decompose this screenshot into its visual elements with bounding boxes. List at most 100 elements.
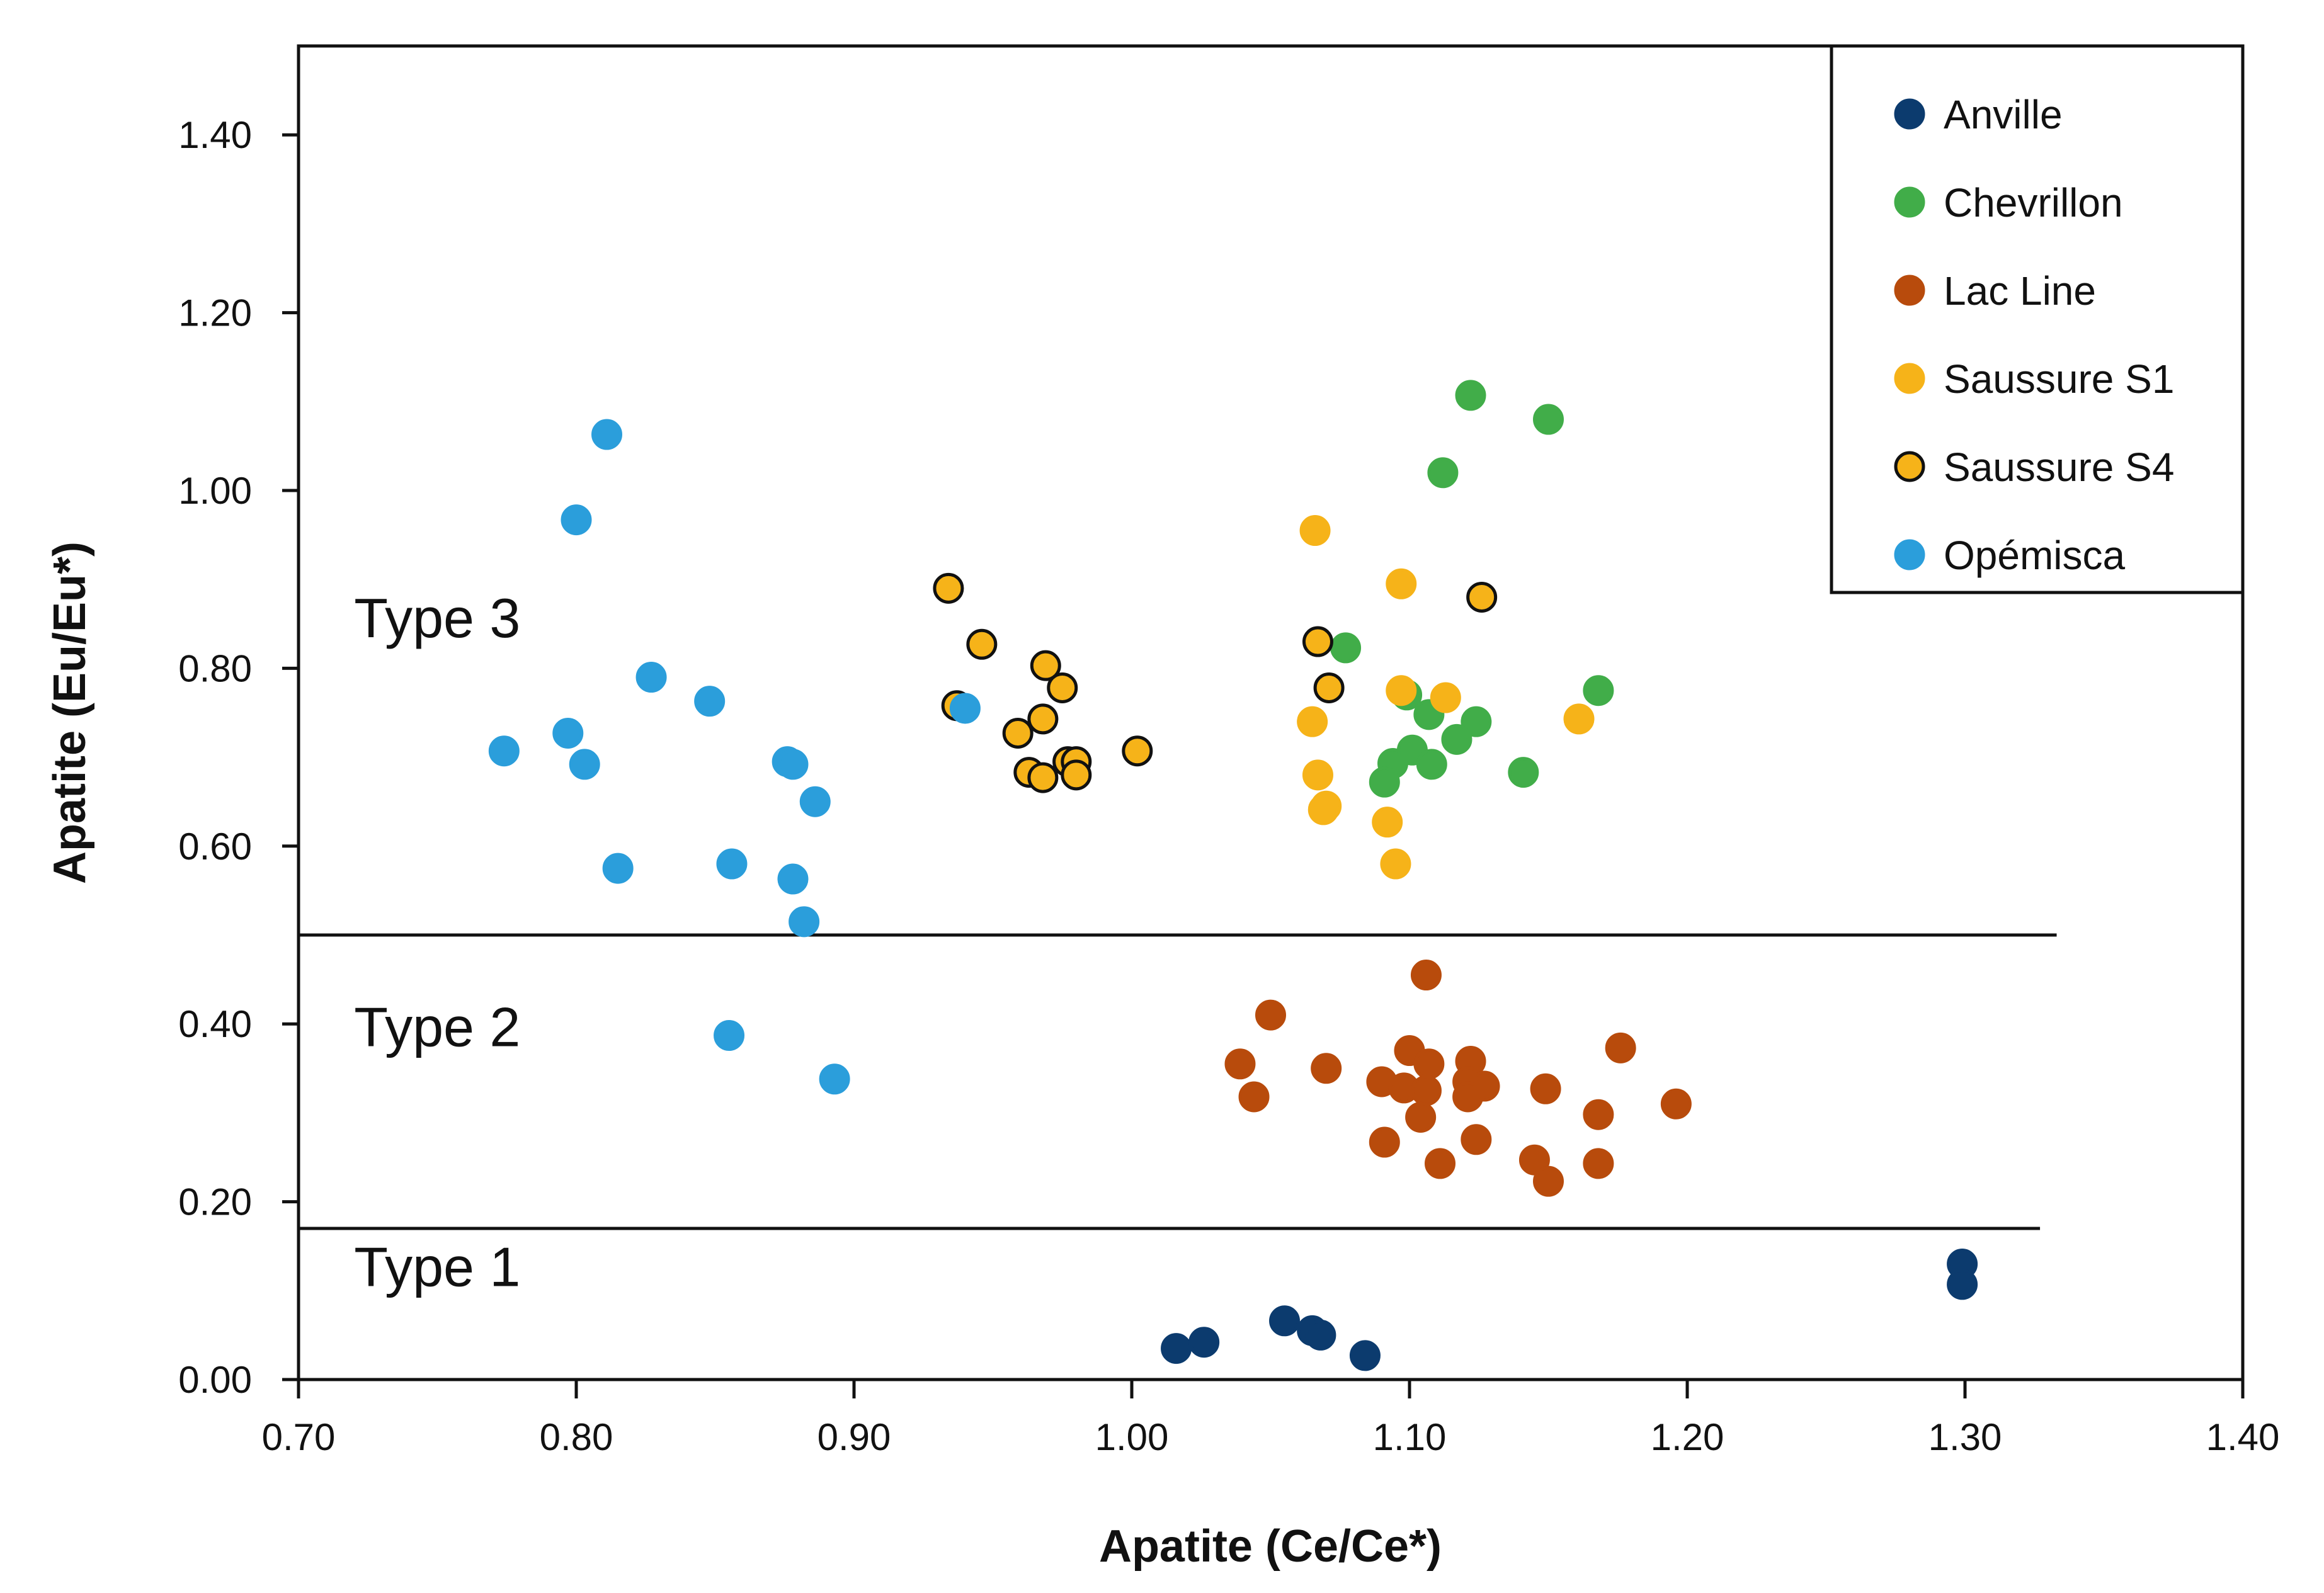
point-saussure-s4 <box>1302 626 1333 657</box>
point-saussure-s1 <box>1386 568 1417 599</box>
point-opemisca <box>569 749 600 780</box>
point-opemisca <box>714 1020 745 1052</box>
legend-label-chevrillon: Chevrillon <box>1944 180 2123 225</box>
point-opemisca <box>819 1063 850 1095</box>
y-tick-label: 1.20 <box>178 292 252 334</box>
x-tick-label: 1.40 <box>2206 1416 2280 1458</box>
point-saussure-s1 <box>1372 807 1403 838</box>
point-lac-line <box>1224 1048 1256 1080</box>
point-chevrillon <box>1330 632 1362 664</box>
point-chevrillon <box>1427 457 1459 489</box>
point-anville <box>1188 1327 1220 1358</box>
point-saussure-s4 <box>1030 650 1061 681</box>
legend-label-saussure-s1: Saussure S1 <box>1944 356 2174 402</box>
x-tick-label: 0.80 <box>540 1416 613 1458</box>
point-lac-line <box>1452 1081 1484 1113</box>
point-opemisca <box>949 693 981 724</box>
point-chevrillon <box>1461 706 1492 737</box>
point-opemisca <box>799 786 831 817</box>
x-tick-label: 0.70 <box>262 1416 336 1458</box>
y-tick-label: 0.00 <box>178 1359 252 1401</box>
point-chevrillon <box>1455 380 1486 411</box>
legend-marker-chevrillon <box>1894 186 1925 218</box>
y-tick-label: 1.40 <box>178 114 252 156</box>
data-points <box>488 380 1978 1371</box>
legend-marker-saussure-s1 <box>1894 363 1925 394</box>
point-saussure-s1 <box>1563 703 1595 735</box>
point-lac-line <box>1533 1165 1564 1197</box>
point-opemisca <box>488 735 520 767</box>
y-axis-ticks: 0.00 0.20 0.40 0.60 0.80 1.00 1.20 1.40 <box>178 114 299 1401</box>
x-tick-label: 0.90 <box>817 1416 891 1458</box>
point-saussure-s4 <box>1047 672 1078 703</box>
y-tick-label: 1.00 <box>178 470 252 512</box>
point-anville <box>1305 1319 1336 1351</box>
legend-label-lac-line: Lac Line <box>1944 268 2096 314</box>
point-saussure-s4 <box>1313 672 1345 703</box>
point-opemisca <box>789 906 820 938</box>
point-anville <box>1947 1269 1978 1300</box>
point-opemisca <box>591 419 623 450</box>
point-opemisca <box>602 853 634 884</box>
point-lac-line <box>1238 1081 1270 1113</box>
point-saussure-s1 <box>1302 759 1333 791</box>
point-saussure-s4 <box>1061 759 1092 791</box>
point-opemisca <box>777 863 809 895</box>
point-opemisca <box>716 848 748 880</box>
point-lac-line <box>1605 1032 1636 1063</box>
point-lac-line <box>1413 1048 1445 1080</box>
point-lac-line <box>1583 1099 1614 1130</box>
y-tick-label: 0.20 <box>178 1181 252 1223</box>
y-tick-label: 0.60 <box>178 825 252 868</box>
point-chevrillon <box>1369 766 1400 798</box>
point-lac-line <box>1410 1075 1442 1106</box>
x-tick-label: 1.30 <box>1928 1416 2002 1458</box>
region-label-type-2: Type 2 <box>354 996 520 1058</box>
point-anville <box>1161 1333 1192 1364</box>
point-opemisca <box>561 504 592 536</box>
point-lac-line <box>1461 1124 1492 1155</box>
type-boundaries <box>299 933 2057 1230</box>
point-lac-line <box>1660 1088 1692 1120</box>
point-saussure-s4 <box>1122 735 1153 767</box>
x-tick-label: 1.20 <box>1651 1416 1724 1458</box>
point-lac-line <box>1405 1101 1437 1133</box>
point-opemisca <box>552 717 584 749</box>
y-tick-label: 0.40 <box>178 1003 252 1045</box>
legend-marker-anville <box>1894 98 1925 130</box>
point-saussure-s4 <box>933 572 964 604</box>
point-chevrillon <box>1416 749 1447 780</box>
legend-marker-opemisca <box>1894 539 1925 570</box>
x-tick-label: 1.10 <box>1373 1416 1447 1458</box>
point-lac-line <box>1410 960 1442 991</box>
point-chevrillon <box>1583 675 1614 706</box>
point-saussure-s1 <box>1297 706 1328 737</box>
legend-label-opemisca: Opémisca <box>1944 533 2126 578</box>
point-saussure-s4 <box>1466 581 1498 613</box>
point-chevrillon <box>1508 757 1539 788</box>
point-lac-line <box>1530 1073 1561 1104</box>
plot-area-frame <box>297 44 2245 1381</box>
legend-marker-saussure-s4 <box>1894 451 1925 482</box>
point-lac-line <box>1583 1148 1614 1179</box>
point-lac-line <box>1369 1126 1400 1158</box>
point-anville <box>1349 1340 1381 1371</box>
y-axis-title: Apatite (Eu/Eu*) <box>45 541 95 884</box>
legend-label-anville: Anville <box>1944 92 2063 137</box>
legend-label-saussure-s4: Saussure S4 <box>1944 445 2174 490</box>
legend-box <box>1830 44 2245 594</box>
point-lac-line <box>1255 999 1286 1031</box>
point-saussure-s1 <box>1380 848 1411 880</box>
point-saussure-s1 <box>1307 794 1339 825</box>
point-saussure-s4 <box>1027 703 1059 735</box>
point-lac-line <box>1518 1144 1550 1176</box>
point-saussure-s1 <box>1430 682 1461 713</box>
legend-marker-lac-line <box>1894 275 1925 306</box>
x-axis-title: Apatite (Ce/Ce*) <box>1099 1521 1442 1572</box>
point-saussure-s4 <box>966 628 998 660</box>
legend: Anville Chevrillon Lac Line Saussure S1 Saus… <box>1830 44 2245 594</box>
point-saussure-s1 <box>1299 515 1331 547</box>
x-tick-label: 1.00 <box>1095 1416 1169 1458</box>
